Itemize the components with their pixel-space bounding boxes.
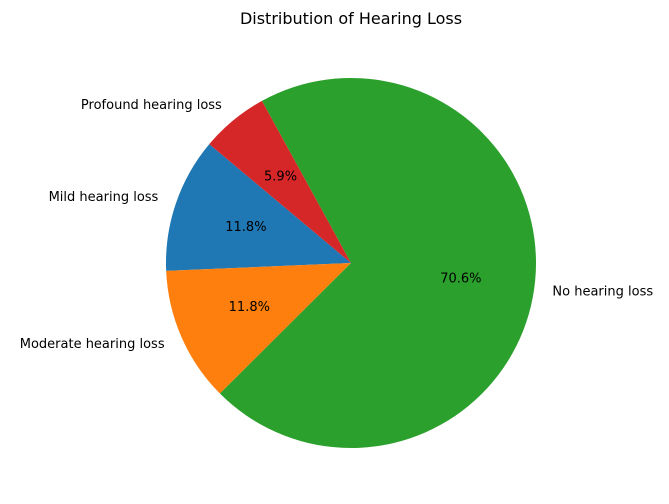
slice-category-label: Mild hearing loss bbox=[49, 190, 159, 205]
slice-percent-label: 5.9% bbox=[264, 170, 297, 185]
pie-labels: 11.8% Mild hearing loss 11.8% Moderate hear… bbox=[20, 98, 654, 352]
pie-slice-profound-hearing-loss bbox=[209, 100, 351, 263]
chart-title: Distribution of Hearing Loss bbox=[240, 9, 462, 28]
slice-category-label: Profound hearing loss bbox=[81, 98, 222, 113]
pie-slice-mild-hearing-loss bbox=[166, 144, 351, 271]
pie-slice-no-hearing-loss bbox=[219, 78, 536, 448]
slice-percent-label: 11.8% bbox=[225, 220, 266, 235]
slice-category-label: No hearing loss bbox=[552, 284, 653, 299]
slice-percent-label: 70.6% bbox=[440, 271, 481, 286]
slice-percent-label: 11.8% bbox=[229, 300, 270, 315]
pie-slices bbox=[166, 78, 536, 448]
pie-slice-moderate-hearing-loss bbox=[166, 263, 351, 394]
slice-category-label: Moderate hearing loss bbox=[20, 337, 165, 352]
